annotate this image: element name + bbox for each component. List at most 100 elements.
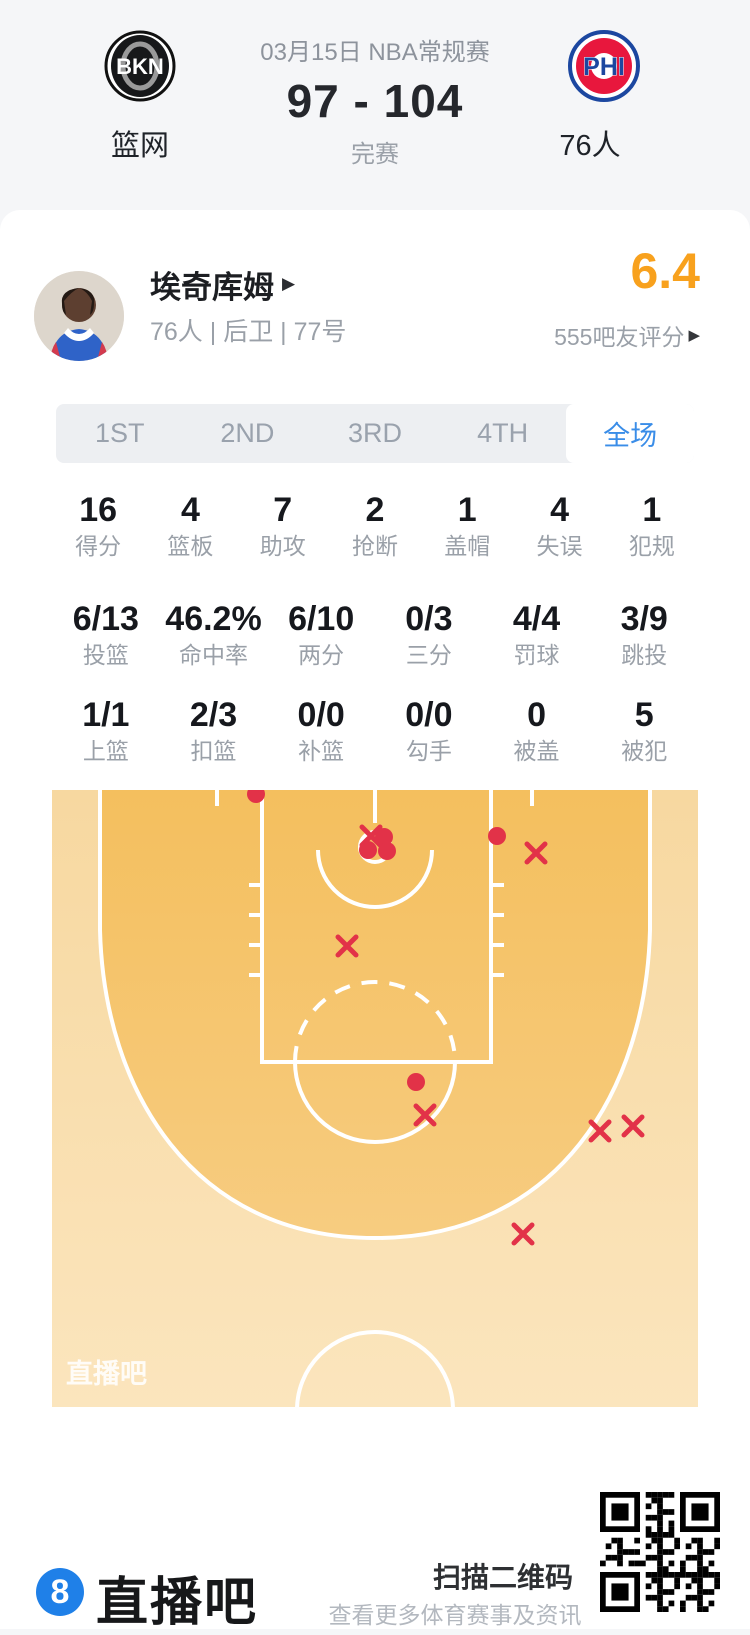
stat-value: 4/4 <box>512 600 561 638</box>
home-team-logo: PHI <box>568 30 640 102</box>
lane-lines <box>260 790 493 1064</box>
missed-shot-marker <box>335 934 359 958</box>
phi-logo-icon: PHI <box>568 30 640 102</box>
stat-篮板: 4 篮板 <box>144 493 236 558</box>
stat-value: 6/10 <box>288 600 355 638</box>
stat-被犯: 5 被犯 <box>590 698 698 763</box>
tab-4TH[interactable]: 4TH <box>477 418 529 448</box>
svg-text:PHI: PHI <box>583 53 625 81</box>
stat-跳投: 3/9 跳投 <box>590 602 698 667</box>
match-date-competition: 03月15日 NBA常规赛 <box>260 39 490 66</box>
missed-shot-marker <box>511 1222 535 1246</box>
stat-label: 勾手 <box>405 738 452 764</box>
stats-row-shooting: 6/13 投篮 46.2% 命中率 6/10 两分 0/3 三分 4/4 罚球 3/9 跳投 <box>52 602 698 667</box>
stats-row-detail: 1/1 上篮 2/3 扣篮 0/0 补篮 0/0 勾手 0 被盖 5 被犯 <box>52 698 698 763</box>
missed-shot-marker <box>413 1103 437 1127</box>
stat-label: 补篮 <box>298 738 345 764</box>
made-shot-marker <box>407 1073 425 1091</box>
stat-label: 命中率 <box>179 642 248 668</box>
tab-全场[interactable]: 全场 <box>566 404 694 463</box>
rating-caption-row[interactable]: 555吧友评分 ▶ <box>554 318 700 352</box>
player-name: 埃奇库姆 <box>150 269 274 305</box>
missed-shot-marker <box>359 824 383 848</box>
qr-code <box>600 1492 720 1612</box>
stat-label: 盖帽 <box>444 533 491 559</box>
away-team-name: 篮网 <box>110 130 169 162</box>
stats-row-basic: 16 得分 4 篮板 7 助攻 2 抢断 1 盖帽 4 失误 1 犯规 <box>52 493 698 558</box>
bkn-logo-icon: BKN <box>104 30 176 102</box>
stat-助攻: 7 助攻 <box>237 493 329 558</box>
missed-shot-marker <box>621 1114 645 1138</box>
stat-上篮: 1/1 上篮 <box>52 698 160 763</box>
stat-value: 0/3 <box>405 600 453 638</box>
stat-value: 46.2% <box>165 600 262 638</box>
stat-value: 3/9 <box>620 600 668 638</box>
stat-扣篮: 2/3 扣篮 <box>160 698 268 763</box>
missed-shot-marker <box>588 1119 612 1143</box>
brand-name: 直播吧 <box>96 1574 259 1632</box>
stat-value: 4 <box>550 491 569 529</box>
tab-2ND[interactable]: 2ND <box>220 418 275 448</box>
lane-hash-marks <box>249 883 504 977</box>
stat-label: 罚球 <box>513 642 560 668</box>
tab-3RD[interactable]: 3RD <box>347 418 402 448</box>
stat-label: 得分 <box>75 533 122 559</box>
three-point-line <box>98 790 652 1241</box>
stat-盖帽: 1 盖帽 <box>421 493 513 558</box>
stat-补篮: 0/0 补篮 <box>267 698 375 763</box>
tab-1ST[interactable]: 1ST <box>95 418 145 448</box>
stat-value: 1 <box>642 491 662 529</box>
free-throw-circle-dashed <box>293 980 457 1063</box>
baseline-hash-marks <box>215 790 534 806</box>
stat-勾手: 0/0 勾手 <box>375 698 483 763</box>
player-meta: 76人 | 后卫 | 77号 <box>150 318 347 346</box>
made-shot-marker <box>488 827 506 845</box>
stat-被盖: 0 被盖 <box>483 698 591 763</box>
stat-两分: 6/10 两分 <box>267 602 375 667</box>
stat-罚球: 4/4 罚球 <box>483 602 591 667</box>
stat-value: 6/13 <box>72 600 139 638</box>
made-shot-marker <box>247 785 265 803</box>
qr-subtitle: 查看更多体育赛事及资讯 <box>328 1602 582 1628</box>
match-status: 完赛 <box>351 141 399 168</box>
stat-value: 0/0 <box>405 696 453 734</box>
missed-shot-marker <box>524 841 548 865</box>
qr-title: 扫描二维码 <box>432 1562 573 1593</box>
court-watermark: 直播吧 <box>66 1359 147 1389</box>
stat-label: 跳投 <box>621 642 668 668</box>
stat-抢断: 2 抢断 <box>329 493 421 558</box>
player-detail-arrow-icon: ▶ <box>282 274 296 293</box>
home-team-name: 76人 <box>559 130 621 162</box>
quarter-tabs: 1ST 2ND 3RD 4TH 全场 <box>56 404 694 463</box>
stat-value: 5 <box>634 696 654 734</box>
player-rating: 6.4 <box>630 243 700 299</box>
shot-markers <box>247 785 645 1246</box>
stat-value: 0/0 <box>297 696 345 734</box>
player-avatar[interactable] <box>34 271 124 361</box>
stat-value: 4 <box>180 491 200 529</box>
away-team-logo: BKN <box>104 30 176 102</box>
three-point-area <box>100 790 650 1238</box>
stat-value: 2/3 <box>189 696 238 734</box>
stat-value: 2 <box>365 491 385 529</box>
stat-value: 0 <box>527 696 546 734</box>
player-photo-icon <box>34 271 124 361</box>
stat-label: 助攻 <box>259 533 306 559</box>
stat-value: 1/1 <box>82 696 130 734</box>
stat-label: 上篮 <box>82 738 129 764</box>
stat-label: 两分 <box>298 642 345 668</box>
stat-label: 被盖 <box>513 738 560 764</box>
brand-logo-glyph: 8 <box>50 1573 70 1611</box>
restricted-arc <box>316 849 434 909</box>
stat-label: 扣篮 <box>190 738 237 764</box>
stat-value: 1 <box>457 491 477 529</box>
player-name-row[interactable]: 埃奇库姆 ▶ <box>150 264 296 305</box>
stat-label: 抢断 <box>351 533 398 559</box>
stat-label: 篮板 <box>167 533 214 559</box>
stat-label: 三分 <box>405 642 452 668</box>
brand-logo-icon: 8 <box>36 1568 84 1616</box>
stat-命中率: 46.2% 命中率 <box>160 602 268 667</box>
stat-label: 犯规 <box>628 533 675 559</box>
scoreboard: BKN PHI 03月15日 NBA常规赛 97 - 104 完赛 篮网 76人 <box>0 0 750 210</box>
made-shot-marker <box>378 842 396 860</box>
